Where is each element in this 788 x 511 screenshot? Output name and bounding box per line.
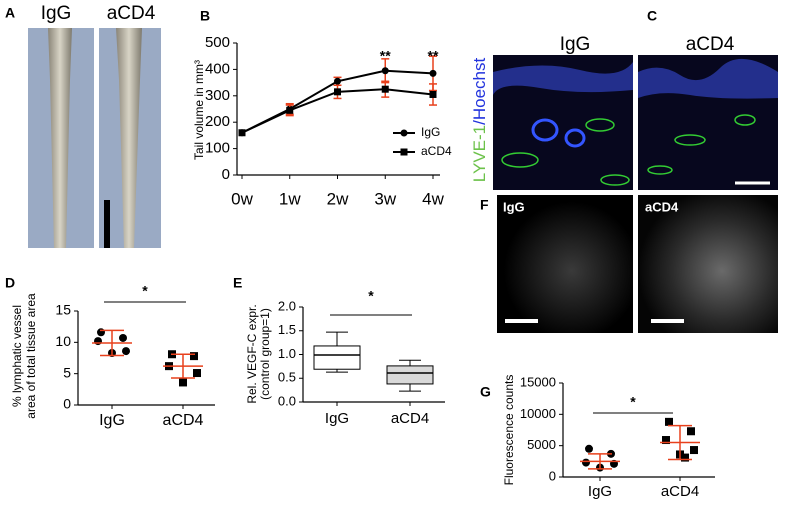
x-tick-label: aCD4 [391,410,429,427]
marker [665,417,673,426]
significance: * [630,394,636,410]
y-axis-label: Rel. VEGF-C expr. [245,304,259,403]
lyve-images [493,55,778,190]
marker [585,444,593,453]
marker [582,458,590,467]
stain-label: LYVE-1/Hoechst [470,58,489,183]
y-tick-label: 5000 [527,437,556,452]
x-tick-label: aCD4 [661,483,699,500]
y-tick-label: 2.0 [278,298,296,313]
marker [690,446,698,455]
marker [122,347,130,356]
panel-label: A [5,5,15,21]
panel-label: E [233,275,242,291]
y-axis-label: % lymphatic vessel [10,305,24,407]
x-tick-label: 0w [231,189,253,208]
marker [94,337,102,346]
marker [334,88,341,96]
fluorescence-images [497,195,778,333]
box [313,345,361,370]
marker [400,129,408,137]
y-tick-label: 0.5 [278,370,296,385]
y-tick-label: 0 [222,166,230,183]
image-label: aCD4 [686,34,735,55]
x-tick-label: 3w [374,189,396,208]
marker [286,106,294,114]
marker [400,148,408,156]
marker [681,453,689,462]
x-tick-label: IgG [325,410,349,427]
significance: ** [380,48,391,64]
image-label: IgG [560,34,591,55]
tail-photos [28,28,161,248]
x-tick-label: 2w [327,189,349,208]
y-tick-label: 15000 [520,374,556,389]
marker [97,328,105,337]
image-label: aCD4 [645,199,679,214]
legend-label: IgG [421,125,440,139]
y-tick-label: 10 [55,333,71,349]
marker [687,427,695,436]
y-tick-label: 400 [205,60,230,77]
significance: * [368,288,374,304]
y-axis-label: (control group=1) [258,308,272,400]
marker [193,369,201,378]
marker [381,85,389,93]
y-axis-label: Tail volume in mm³ [192,60,206,160]
marker [119,333,127,342]
y-tick-label: 100 [205,140,230,157]
y-tick-label: 1.5 [278,322,296,337]
panel-label: C [647,8,657,24]
significance: * [142,283,148,299]
y-tick-label: 200 [205,113,230,130]
x-tick-label: 4w [422,189,444,208]
marker [662,436,670,445]
y-tick-label: 500 [205,34,230,51]
y-tick-label: 1.0 [278,346,296,361]
y-tick-label: 300 [205,87,230,104]
x-tick-label: aCD4 [163,412,204,429]
y-axis-label: area of total tissue area [24,293,38,419]
x-tick-label: IgG [588,483,612,500]
panel-label: F [480,197,489,213]
marker [429,90,437,98]
stain-green: LYVE-1 [470,125,489,182]
marker [238,129,246,137]
marker [334,77,341,85]
marker [190,352,198,361]
panel-label: B [200,8,210,24]
marker [429,69,437,77]
y-tick-label: 15 [55,302,71,318]
y-tick-label: 0 [549,468,556,483]
x-tick-label: IgG [99,412,125,429]
legend-label: aCD4 [421,144,452,158]
y-axis-label: Fluorescence counts [502,375,516,486]
y-tick-label: 0.0 [278,393,296,408]
box [386,365,434,385]
stain-blue: /Hoechst [470,58,489,125]
panel-label: G [480,384,491,400]
marker [179,378,187,387]
panel-label: D [5,275,15,291]
image-label: aCD4 [107,3,156,24]
y-tick-label: 10000 [520,406,556,421]
significance: ** [428,48,439,64]
image-label: IgG [41,3,72,24]
y-tick-label: 0 [63,396,71,412]
scale-bar [104,200,110,248]
marker [381,67,389,75]
y-tick-label: 5 [63,364,71,380]
image-label: IgG [503,199,525,214]
x-tick-label: 1w [279,189,301,208]
